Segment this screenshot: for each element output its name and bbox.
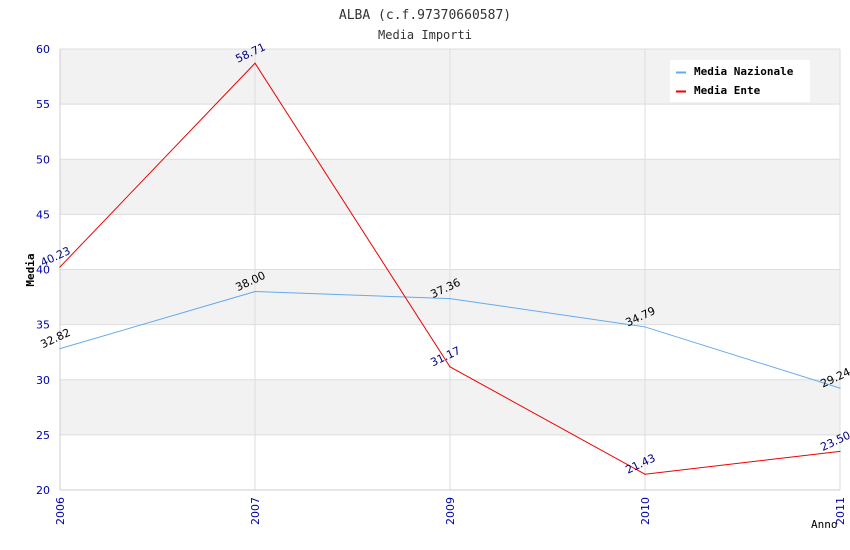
data-point-media-nazionale-2009 (449, 298, 451, 300)
x-tick-label-2011: 2011 (834, 497, 847, 525)
data-label-media-ente-2006: 40.23 (38, 244, 72, 269)
legend: Media Nazionale Media Ente (670, 60, 810, 102)
y-tick-label-25: 25 (36, 429, 50, 442)
chart-subtitle: Media Importi (378, 28, 472, 42)
chart-title: ALBA (c.f.97370660587) (339, 8, 511, 23)
y-tick-label-50: 50 (36, 153, 50, 166)
data-point-media-ente-2009 (449, 366, 451, 368)
data-point-media-ente-2006 (59, 266, 61, 268)
x-axis-label: Anno (811, 518, 838, 531)
y-axis-ticks: 20 25 30 35 40 45 50 55 60 (36, 43, 50, 497)
data-point-media-nazionale-2006 (59, 348, 61, 350)
x-tick-label-2009: 2009 (444, 497, 457, 525)
data-point-media-ente-2011 (839, 450, 841, 453)
data-point-media-ente-2010 (644, 473, 646, 475)
data-point-media-ente-2007 (254, 62, 256, 64)
data-label-media-ente-2009: 31.17 (428, 344, 462, 369)
x-tick-label-2010: 2010 (639, 497, 652, 525)
legend-box (670, 60, 810, 102)
y-tick-label-40: 40 (36, 264, 50, 277)
data-point-media-nazionale-2007 (254, 290, 256, 293)
y-tick-label-35: 35 (36, 319, 50, 332)
data-label-media-ente-2010: 21.43 (623, 452, 657, 477)
legend-label-media-ente: Media Ente (694, 84, 761, 97)
y-tick-label-60: 60 (36, 43, 50, 56)
data-point-media-nazionale-2011 (839, 387, 841, 389)
series-group (59, 62, 841, 475)
x-tick-label-2006: 2006 (54, 497, 67, 525)
x-axis-ticks: 2006 2007 2009 2010 2011 (54, 497, 847, 525)
y-tick-label-55: 55 (36, 98, 50, 111)
data-point-media-nazionale-2010 (644, 326, 646, 328)
axes (59, 49, 840, 491)
y-axis-label: Media (24, 253, 37, 286)
y-tick-label-30: 30 (36, 374, 50, 387)
x-tick-label-2007: 2007 (249, 497, 262, 525)
y-tick-label-45: 45 (36, 208, 50, 221)
legend-label-media-nazionale: Media Nazionale (694, 65, 794, 78)
y-tick-label-20: 20 (36, 484, 50, 497)
